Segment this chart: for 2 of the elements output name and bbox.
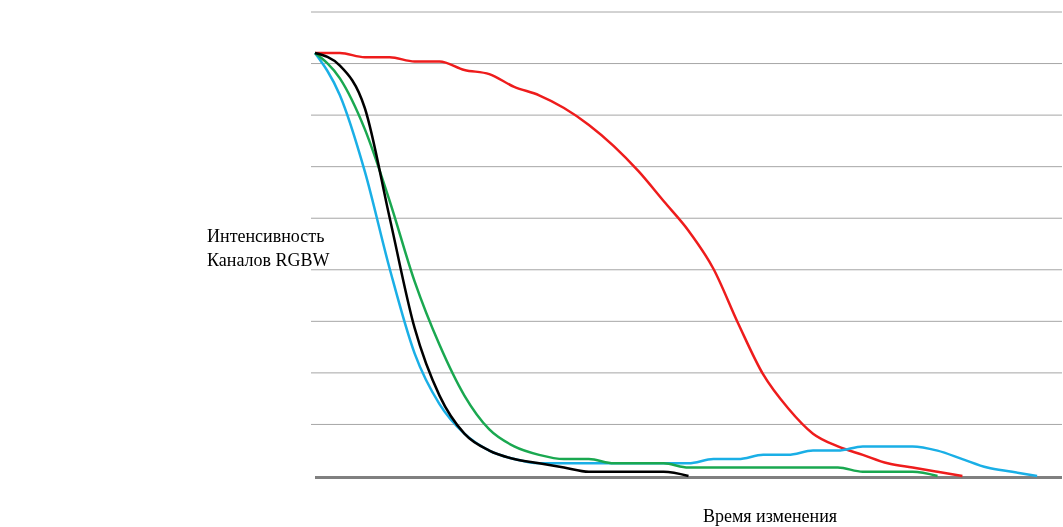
x-axis-title: Время изменения [702,506,838,526]
y-axis-title: Интенсивность Каналов RGBW [207,226,330,270]
